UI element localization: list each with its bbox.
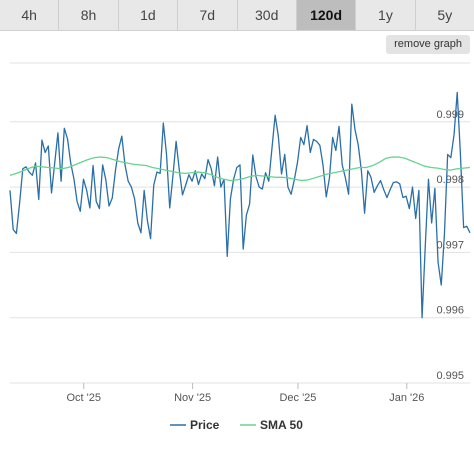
legend-sma-50[interactable]: SMA 50	[240, 418, 303, 432]
x-tick-label: Dec '25	[279, 392, 316, 404]
timeframe-tabs: 4h 8h 1d 7d 30d 120d 1y 5y	[0, 0, 474, 31]
series-lines	[9, 91, 471, 319]
legend-label: SMA 50	[260, 418, 303, 432]
tab-5y[interactable]: 5y	[437, 7, 453, 23]
tab-30d[interactable]: 30d	[238, 0, 297, 30]
y-tick-label: 0.998	[436, 174, 464, 186]
remove-graph-button[interactable]: remove graph	[386, 35, 470, 54]
tab-1y[interactable]: 1y	[356, 0, 416, 30]
tab-1d[interactable]: 1d	[119, 0, 179, 30]
price-chart: 0.995 0.996 0.997 0.998 0.999 Oct '25 Nov '25…	[9, 62, 471, 432]
tab-7d[interactable]: 7d	[178, 0, 238, 30]
tab-4h[interactable]: 4h	[0, 0, 60, 30]
tab-120d[interactable]: 120d	[296, 0, 357, 30]
y-tick-label: 0.995	[436, 370, 464, 382]
legend: Price SMA 50	[170, 418, 303, 432]
sma-50-line	[9, 156, 471, 182]
x-tick-label: Jan '26	[389, 392, 424, 404]
x-axis: Oct '25 Nov '25 Dec '25 Jan '26	[66, 383, 424, 404]
y-tick-label: 0.999	[436, 109, 464, 121]
x-tick-label: Nov '25	[174, 392, 211, 404]
y-tick-label: 0.996	[436, 305, 464, 317]
x-tick-label: Oct '25	[66, 392, 101, 404]
legend-label: Price	[190, 418, 220, 432]
tab-8h[interactable]: 8h	[59, 0, 119, 30]
price-line	[9, 91, 471, 319]
legend-price[interactable]: Price	[170, 418, 220, 432]
y-tick-label: 0.997	[436, 239, 464, 251]
grid-lines	[10, 62, 470, 384]
